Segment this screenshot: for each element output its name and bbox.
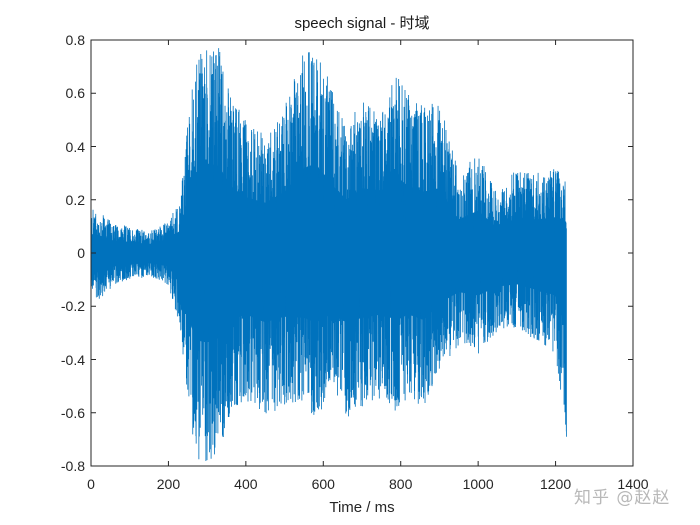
y-tick-label: 0.2 [65, 191, 85, 208]
y-tick-label: 0.6 [65, 85, 85, 102]
waveform-line [90, 48, 567, 462]
x-tick-label: 600 [311, 476, 335, 492]
axis-ticks [90, 39, 634, 467]
y-tick-label: -0.2 [60, 298, 85, 315]
x-tick-label: 1000 [462, 476, 494, 492]
y-tick-label: 0.4 [65, 138, 85, 155]
y-tick-label: 0 [77, 245, 85, 261]
y-tick-label: 0.8 [65, 32, 85, 48]
y-tick-label: -0.6 [60, 404, 85, 421]
y-tick-label: -0.8 [60, 458, 85, 474]
x-tick-label: 0 [87, 476, 95, 492]
watermark: 知乎 @赵赵 [574, 488, 671, 508]
x-tick-label: 1400 [617, 476, 649, 492]
y-tick-label: -0.4 [60, 351, 85, 368]
x-tick-label: 1200 [539, 476, 572, 492]
x-tick-label: 800 [389, 476, 413, 492]
x-tick-label: 400 [234, 476, 258, 492]
x-tick-label: 200 [156, 476, 181, 492]
chart-title: speech signal - 时域 [294, 15, 430, 32]
x-axis-label: Time / ms [329, 499, 395, 516]
